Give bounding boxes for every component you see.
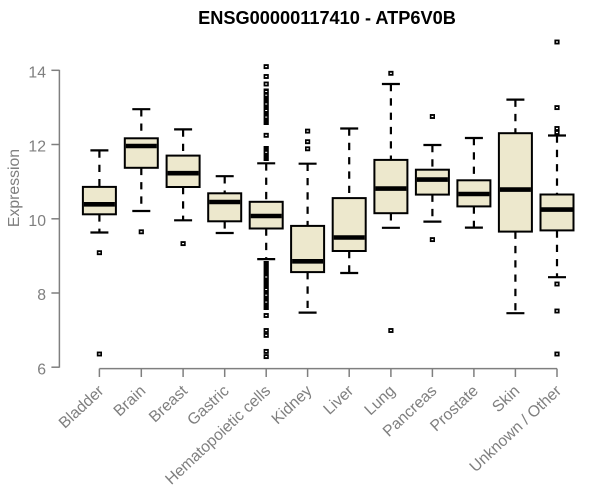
svg-text:14: 14 (28, 65, 46, 82)
svg-text:Expression: Expression (6, 149, 23, 227)
svg-text:6: 6 (37, 361, 46, 378)
svg-text:ENSG00000117410 - ATP6V0B: ENSG00000117410 - ATP6V0B (198, 8, 456, 28)
svg-text:12: 12 (28, 139, 46, 156)
svg-text:8: 8 (37, 287, 46, 304)
svg-text:10: 10 (28, 213, 46, 230)
